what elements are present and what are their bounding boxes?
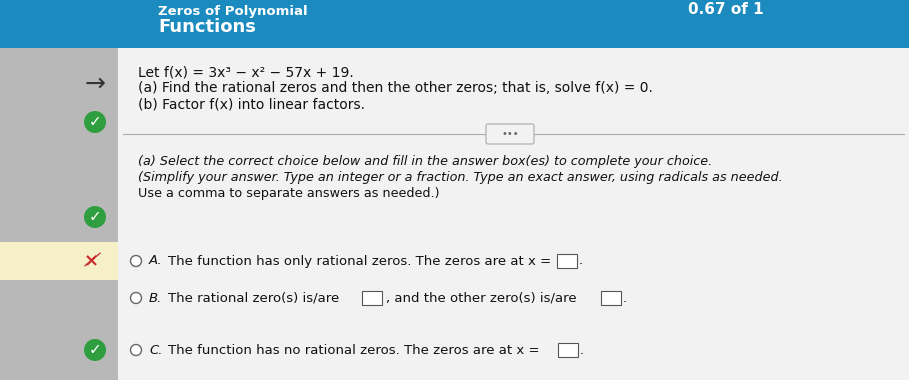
Text: (a) Find the rational zeros and then the other zeros; that is, solve f(x) = 0.: (a) Find the rational zeros and then the…	[138, 81, 653, 95]
Circle shape	[84, 339, 106, 361]
Bar	[601, 291, 621, 305]
FancyBboxPatch shape	[486, 124, 534, 144]
Text: , and the other zero(s) is/are: , and the other zero(s) is/are	[386, 291, 576, 304]
Text: Use a comma to separate answers as needed.): Use a comma to separate answers as neede…	[138, 187, 439, 200]
Text: ×̸: ×̸	[85, 252, 101, 270]
Circle shape	[84, 206, 106, 228]
Text: .: .	[579, 255, 584, 268]
Text: (Simplify your answer. Type an integer or a fraction. Type an exact answer, usin: (Simplify your answer. Type an integer o…	[138, 171, 783, 185]
Bar	[118, 48, 909, 380]
Bar	[557, 254, 577, 268]
Bar	[0, 242, 118, 280]
Text: Zeros of Polynomial: Zeros of Polynomial	[158, 5, 307, 18]
Text: →: →	[85, 72, 105, 96]
Text: .: .	[580, 344, 584, 356]
Text: (b) Factor f(x) into linear factors.: (b) Factor f(x) into linear factors.	[138, 97, 365, 111]
Text: Let f(x) = 3x³ − x² − 57x + 19.: Let f(x) = 3x³ − x² − 57x + 19.	[138, 65, 354, 79]
Bar	[558, 343, 578, 357]
Circle shape	[84, 111, 106, 133]
Text: ✓: ✓	[88, 209, 102, 225]
Text: The rational zero(s) is/are: The rational zero(s) is/are	[168, 291, 339, 304]
Text: .: .	[623, 291, 627, 304]
Text: ✓: ✓	[88, 114, 102, 130]
Text: C.: C.	[149, 344, 163, 356]
Circle shape	[131, 345, 142, 356]
Text: The function has only rational zeros. The zeros are at x =: The function has only rational zeros. Th…	[168, 255, 551, 268]
Text: The function has no rational zeros. The zeros are at x =: The function has no rational zeros. The …	[168, 344, 540, 356]
Bar	[362, 291, 382, 305]
Text: ✓: ✓	[88, 342, 102, 358]
Text: Functions: Functions	[158, 18, 255, 36]
Text: •••: •••	[501, 129, 519, 139]
Text: 0.67 of 1: 0.67 of 1	[688, 3, 764, 17]
Circle shape	[131, 293, 142, 304]
Text: B.: B.	[149, 291, 163, 304]
Text: (a) Select the correct choice below and fill in the answer box(es) to complete y: (a) Select the correct choice below and …	[138, 155, 712, 168]
Text: A.: A.	[149, 255, 163, 268]
Bar	[0, 0, 909, 48]
Bar	[0, 48, 118, 380]
Circle shape	[131, 255, 142, 266]
